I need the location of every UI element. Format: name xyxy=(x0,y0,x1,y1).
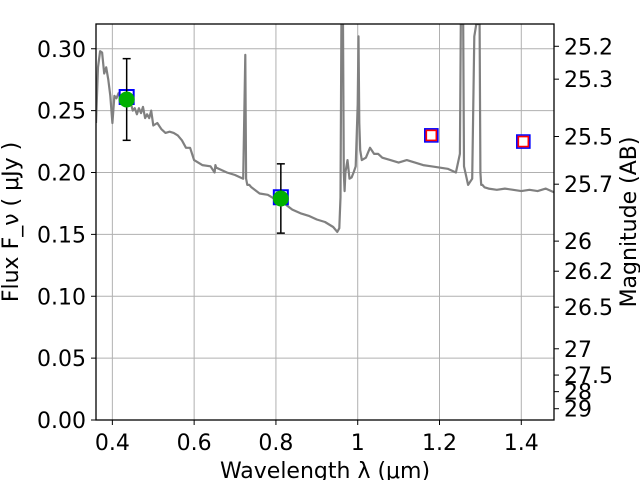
model-only-square-inner xyxy=(425,129,438,142)
mag-tick-label: 25.7 xyxy=(564,173,613,198)
right-axis-label: Magnitude (AB) xyxy=(617,137,640,308)
y-tick-label: 0.05 xyxy=(37,347,86,372)
y-tick-label: 0.15 xyxy=(37,223,86,248)
mag-tick-label: 28 xyxy=(564,381,592,406)
grid-lines xyxy=(96,24,554,421)
x-axis-ticks: 0.4 0.6 0.8 1 1.2 1.4 xyxy=(95,420,539,456)
y-axis-ticks: 0.00 0.05 0.10 0.15 0.20 0.25 0.30 xyxy=(37,38,96,434)
x-tick-label: 0.8 xyxy=(258,431,293,456)
mag-tick-label: 27.5 xyxy=(564,364,613,389)
x-tick-label: 1.2 xyxy=(422,431,457,456)
mag-tick-label: 29 xyxy=(564,398,592,423)
mag-tick-label: 25.3 xyxy=(564,68,613,93)
observed-photometry-point xyxy=(118,91,135,108)
photometry-points xyxy=(118,57,531,234)
y-tick-label: 0.10 xyxy=(37,285,86,310)
y-axis-label: Flux F_ν ( μJy ) xyxy=(0,142,24,302)
model-only-square-outer xyxy=(516,134,531,149)
x-tick-label: 0.4 xyxy=(95,431,130,456)
x-tick-label: 0.6 xyxy=(177,431,212,456)
mag-tick-label: 26 xyxy=(564,230,592,255)
observed-photometry-point xyxy=(272,190,289,207)
spectrum-line xyxy=(96,24,554,233)
x-axis-label: Wavelength λ (μm) xyxy=(220,459,430,480)
mag-tick-label: 27 xyxy=(564,338,592,363)
y-tick-label: 0.25 xyxy=(37,100,86,125)
model-spectrum xyxy=(96,24,554,233)
mag-tick-label: 25.5 xyxy=(564,126,613,151)
y-tick-label: 0.00 xyxy=(37,409,86,434)
model-only-square-outer xyxy=(424,128,439,143)
mag-tick-label: 26.2 xyxy=(564,260,613,285)
mag-tick-label: 25.2 xyxy=(564,35,613,60)
y-tick-label: 0.20 xyxy=(37,162,86,187)
mag-tick-label: 26.5 xyxy=(564,296,613,321)
y-tick-label: 0.30 xyxy=(37,38,86,63)
x-tick-label: 1.4 xyxy=(504,431,539,456)
x-tick-label: 1 xyxy=(351,431,365,456)
plot-frame xyxy=(95,23,555,421)
model-only-square-inner xyxy=(517,135,530,148)
